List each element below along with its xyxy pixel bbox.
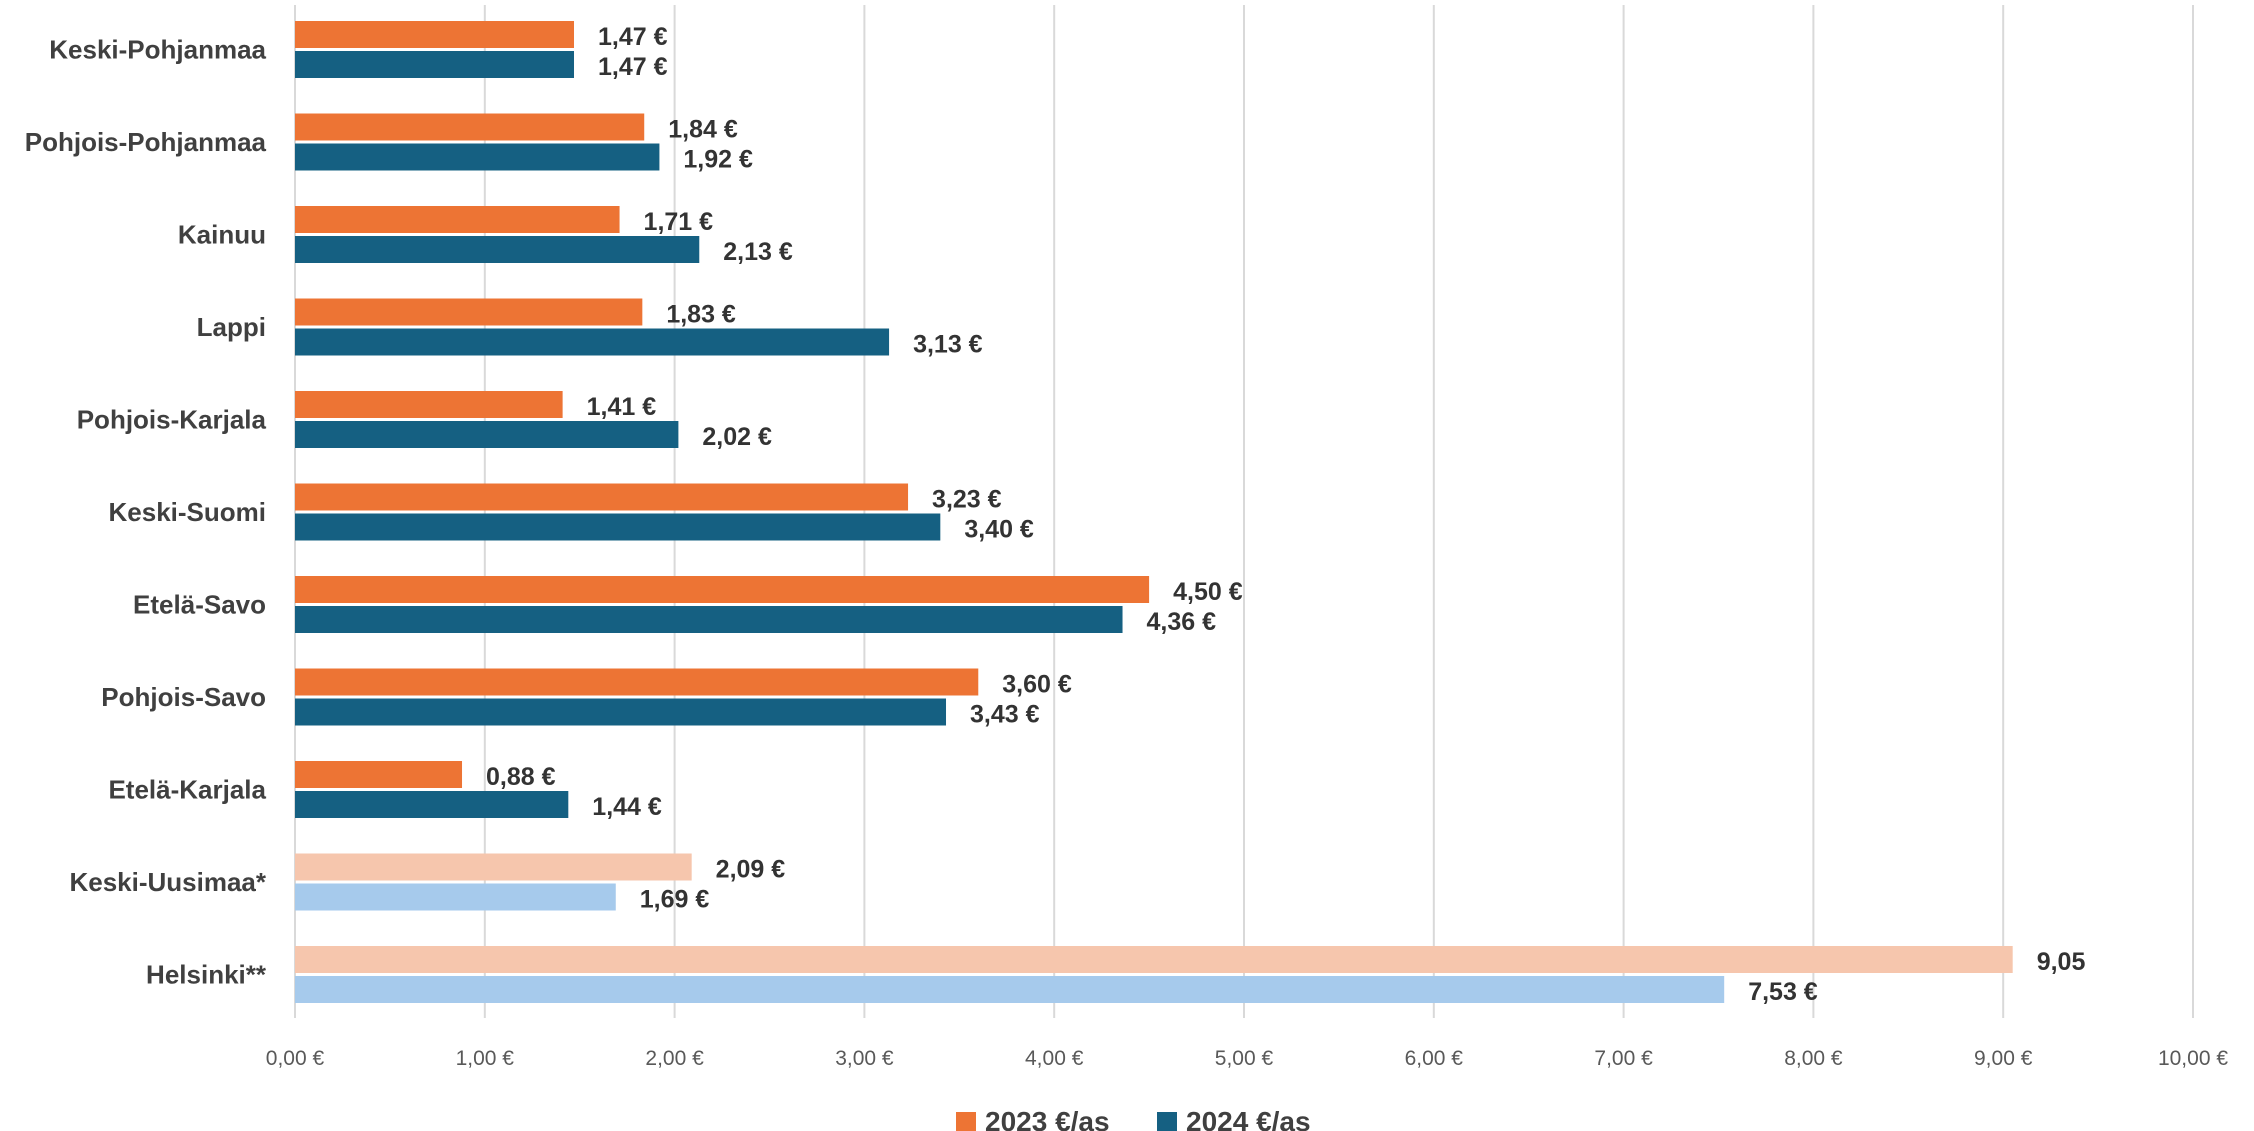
bar-2024-as-keski-uusimaa	[295, 883, 616, 911]
data-label-2024-as-keski-pohjanmaa: 1,47 €	[598, 53, 668, 81]
x-tick-label: 1,00 €	[456, 1047, 515, 1070]
x-tick-label: 3,00 €	[835, 1047, 894, 1070]
data-label-2023-as-keski-uusimaa: 2,09 €	[716, 856, 786, 884]
bar-2024-as-helsinki	[295, 976, 1725, 1003]
bar-2023-as-keski-uusimaa	[295, 853, 692, 881]
x-tick-label: 4,00 €	[1025, 1047, 1084, 1070]
bar-2023-as-pohjois-pohjanmaa	[295, 113, 645, 141]
data-label-2024-as-pohjois-savo: 3,43 €	[970, 701, 1040, 729]
bar-2024-as-pohjois-karjala	[295, 421, 679, 448]
bar-2023-as-keski-pohjanmaa	[295, 21, 575, 48]
bar-2023-as-lappi	[295, 298, 643, 326]
data-label-2023-as-lappi: 1,83 €	[666, 301, 736, 329]
bar-2024-as-etela-karjala	[295, 791, 569, 818]
category-label-pohjois-karjala: Pohjois-Karjala	[77, 405, 267, 435]
x-tick-label: 5,00 €	[1215, 1047, 1274, 1070]
x-axis-tick-labels: 0,00 € 1,00 € 2,00 € 3,00 € 4,00 € 5,00 € 6,00…	[266, 1047, 2229, 1070]
bar-2023-as-pohjois-karjala	[295, 391, 563, 418]
data-label-2023-as-kainuu: 1,71 €	[644, 208, 714, 236]
data-label-2024-as-pohjois-karjala: 2,02 €	[702, 423, 772, 451]
x-tick-label: 7,00 €	[1594, 1047, 1653, 1070]
x-tick-label: 0,00 €	[266, 1047, 325, 1070]
data-label-2023-as-pohjois-savo: 3,60 €	[1002, 671, 1072, 699]
data-label-2023-as-helsinki: 9,05	[2037, 948, 2086, 976]
category-label-keski-suomi: Keski-Suomi	[109, 497, 267, 527]
x-tick-label: 6,00 €	[1405, 1047, 1464, 1070]
legend-swatch-2023	[956, 1112, 976, 1131]
bar-2023-as-helsinki	[295, 946, 2013, 973]
legend-label-2024: 2024 €/as	[1186, 1106, 1311, 1131]
bar-2023-as-keski-suomi	[295, 483, 909, 511]
bar-2023-as-pohjois-savo	[295, 668, 979, 696]
bar-2024-as-kainuu	[295, 236, 700, 263]
category-label-keski-uusimaa: Keski-Uusimaa*	[69, 867, 266, 897]
data-label-2024-as-lappi: 3,13 €	[913, 331, 983, 359]
bar-2023-as-kainuu	[295, 206, 620, 233]
category-label-etela-savo: Etelä-Savo	[133, 590, 266, 620]
bar-2024-as-pohjois-savo	[295, 698, 947, 726]
category-label-etela-karjala: Etelä-Karjala	[108, 775, 266, 805]
category-label-lappi: Lappi	[197, 312, 266, 342]
legend: 2023 €/as 2024 €/as	[956, 1106, 1311, 1131]
x-tick-label: 8,00 €	[1784, 1047, 1843, 1070]
x-tick-label: 9,00 €	[1974, 1047, 2033, 1070]
bars: 1,47 €1,47 € 1,84 €1,92 € 1,71 € 2,13 € 1,83…	[295, 21, 2085, 1006]
category-label-keski-pohjanmaa: Keski-Pohjanmaa	[49, 35, 266, 65]
bar-2023-as-etela-savo	[295, 576, 1150, 603]
category-label-pohjois-pohjanmaa: Pohjois-Pohjanmaa	[25, 127, 267, 157]
data-label-2024-as-kainuu: 2,13 €	[723, 238, 793, 266]
x-tick-label: 2,00 €	[645, 1047, 704, 1070]
data-label-2023-as-etela-savo: 4,50 €	[1173, 578, 1243, 606]
data-label-2023-as-pohjois-pohjanmaa: 1,84 €	[668, 116, 738, 144]
data-label-2023-as-keski-pohjanmaa: 1,47 €	[598, 23, 668, 51]
category-labels: Keski-Pohjanmaa Pohjois-Pohjanmaa Kainuu La…	[25, 35, 267, 990]
legend-label-2023: 2023 €/as	[985, 1106, 1110, 1131]
bar-2024-as-pohjois-pohjanmaa	[295, 143, 660, 171]
category-label-pohjois-savo: Pohjois-Savo	[101, 682, 266, 712]
gridlines	[294, 5, 2194, 1018]
data-label-2023-as-etela-karjala: 0,88 €	[486, 763, 556, 791]
bar-2024-as-etela-savo	[295, 606, 1123, 633]
data-label-2024-as-keski-suomi: 3,40 €	[964, 516, 1034, 544]
data-label-2024-as-etela-savo: 4,36 €	[1147, 608, 1217, 636]
data-label-2024-as-helsinki: 7,53 €	[1748, 978, 1818, 1006]
data-label-2023-as-pohjois-karjala: 1,41 €	[587, 393, 657, 421]
bar-2024-as-keski-pohjanmaa	[295, 51, 575, 78]
data-label-2024-as-pohjois-pohjanmaa: 1,92 €	[683, 146, 753, 174]
bar-2023-as-etela-karjala	[295, 761, 463, 788]
data-label-2024-as-keski-uusimaa: 1,69 €	[640, 886, 710, 914]
category-label-kainuu: Kainuu	[178, 220, 266, 250]
category-label-helsinki: Helsinki**	[146, 960, 267, 990]
data-label-2023-as-keski-suomi: 3,23 €	[932, 486, 1002, 514]
bar-2024-as-keski-suomi	[295, 513, 941, 541]
bar-2024-as-lappi	[295, 328, 890, 356]
x-tick-label: 10,00 €	[2158, 1047, 2228, 1070]
legend-swatch-2024	[1157, 1112, 1177, 1131]
data-label-2024-as-etela-karjala: 1,44 €	[592, 793, 662, 821]
